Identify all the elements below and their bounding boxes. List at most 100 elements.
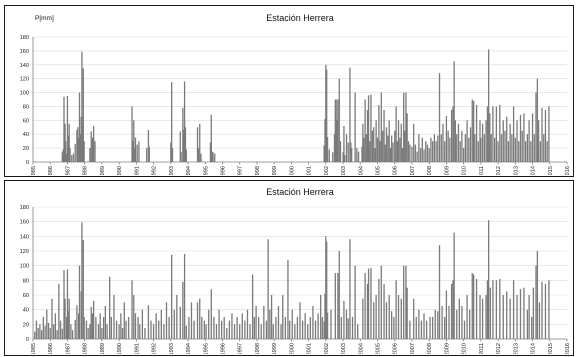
bar	[497, 141, 499, 162]
bar	[270, 295, 273, 339]
bar	[514, 137, 516, 162]
bar	[373, 302, 375, 339]
bar	[87, 328, 89, 339]
x-tick-label: 1996	[220, 343, 226, 354]
bar	[338, 78, 340, 162]
x-tick-label: 1987	[65, 166, 71, 175]
x-tick-label: 2014	[531, 166, 537, 175]
x-tick-label: 2015	[548, 166, 554, 175]
x-tick-label: 1991	[134, 343, 140, 354]
x-tick-label: 2016	[565, 166, 571, 175]
bar	[375, 120, 377, 162]
bar	[509, 123, 511, 162]
x-tick-label: 1999	[272, 166, 278, 175]
bar	[485, 120, 487, 162]
bar	[383, 284, 385, 339]
bar	[397, 120, 400, 162]
bar	[199, 123, 201, 162]
x-tick-label: 2013	[513, 166, 519, 175]
bar	[92, 125, 95, 162]
bar	[472, 274, 475, 339]
bar	[201, 317, 203, 339]
bar	[390, 135, 393, 162]
bar	[526, 309, 529, 339]
bar	[82, 240, 84, 339]
bar	[296, 317, 299, 339]
bar	[223, 317, 225, 339]
bar	[483, 134, 485, 162]
bar	[42, 317, 44, 339]
bar	[463, 320, 466, 339]
bar	[66, 96, 69, 162]
bar	[440, 134, 442, 162]
bar	[537, 120, 540, 162]
bar	[370, 267, 372, 339]
bar	[395, 280, 397, 339]
bar-series	[61, 49, 550, 163]
bar	[462, 148, 465, 162]
bar	[183, 253, 186, 339]
y-tick-label: 0	[26, 337, 29, 343]
bar	[379, 141, 381, 162]
bar	[423, 313, 425, 339]
bar	[205, 324, 207, 339]
bar	[536, 78, 539, 162]
bar	[334, 99, 336, 162]
bar	[430, 137, 432, 162]
bar	[543, 134, 545, 162]
bar	[185, 325, 187, 339]
bar	[420, 320, 423, 339]
bar	[150, 320, 152, 339]
bar	[481, 298, 484, 339]
y-tick-label: 180	[20, 205, 29, 211]
bar	[203, 320, 206, 339]
bar	[382, 130, 384, 162]
x-tick-label: 2015	[548, 343, 554, 354]
bar	[364, 99, 366, 162]
bar	[231, 313, 233, 339]
bar	[144, 328, 146, 339]
bar	[454, 120, 457, 162]
x-tick-label: 2005	[376, 166, 382, 175]
bar	[179, 131, 181, 162]
bar	[523, 287, 525, 339]
bar	[343, 300, 345, 339]
bar	[200, 153, 202, 162]
bar	[531, 317, 533, 339]
bar	[139, 324, 141, 339]
bar	[437, 135, 439, 162]
bar	[284, 317, 287, 339]
bar	[209, 142, 212, 162]
bar	[356, 148, 358, 162]
x-tick-label: 2008	[427, 343, 433, 354]
bar	[374, 148, 376, 162]
bar	[444, 141, 446, 162]
bar	[309, 317, 311, 339]
x-tick-label: 1990	[117, 343, 123, 354]
bar	[528, 120, 530, 162]
y-tick-label: 80	[23, 278, 29, 284]
bar	[376, 137, 379, 162]
x-tick-label: 2004	[358, 166, 364, 175]
bar	[512, 280, 515, 339]
bar	[176, 295, 178, 339]
bar	[158, 320, 160, 339]
bar	[389, 148, 392, 162]
bar	[452, 280, 454, 339]
x-tick-label: 2009	[444, 343, 450, 354]
chart-title: Estación Herrera	[266, 187, 334, 197]
bar	[399, 137, 401, 162]
bar	[506, 116, 508, 162]
x-tick-label: 2002	[324, 343, 330, 354]
bar	[516, 120, 518, 162]
bar	[415, 317, 417, 339]
bar	[90, 306, 92, 339]
bar	[101, 328, 103, 339]
bar	[405, 265, 407, 339]
bar	[354, 92, 356, 162]
bar	[519, 289, 522, 339]
bar	[326, 241, 328, 339]
bar	[326, 69, 328, 162]
bar	[469, 127, 472, 162]
bar	[456, 309, 458, 339]
